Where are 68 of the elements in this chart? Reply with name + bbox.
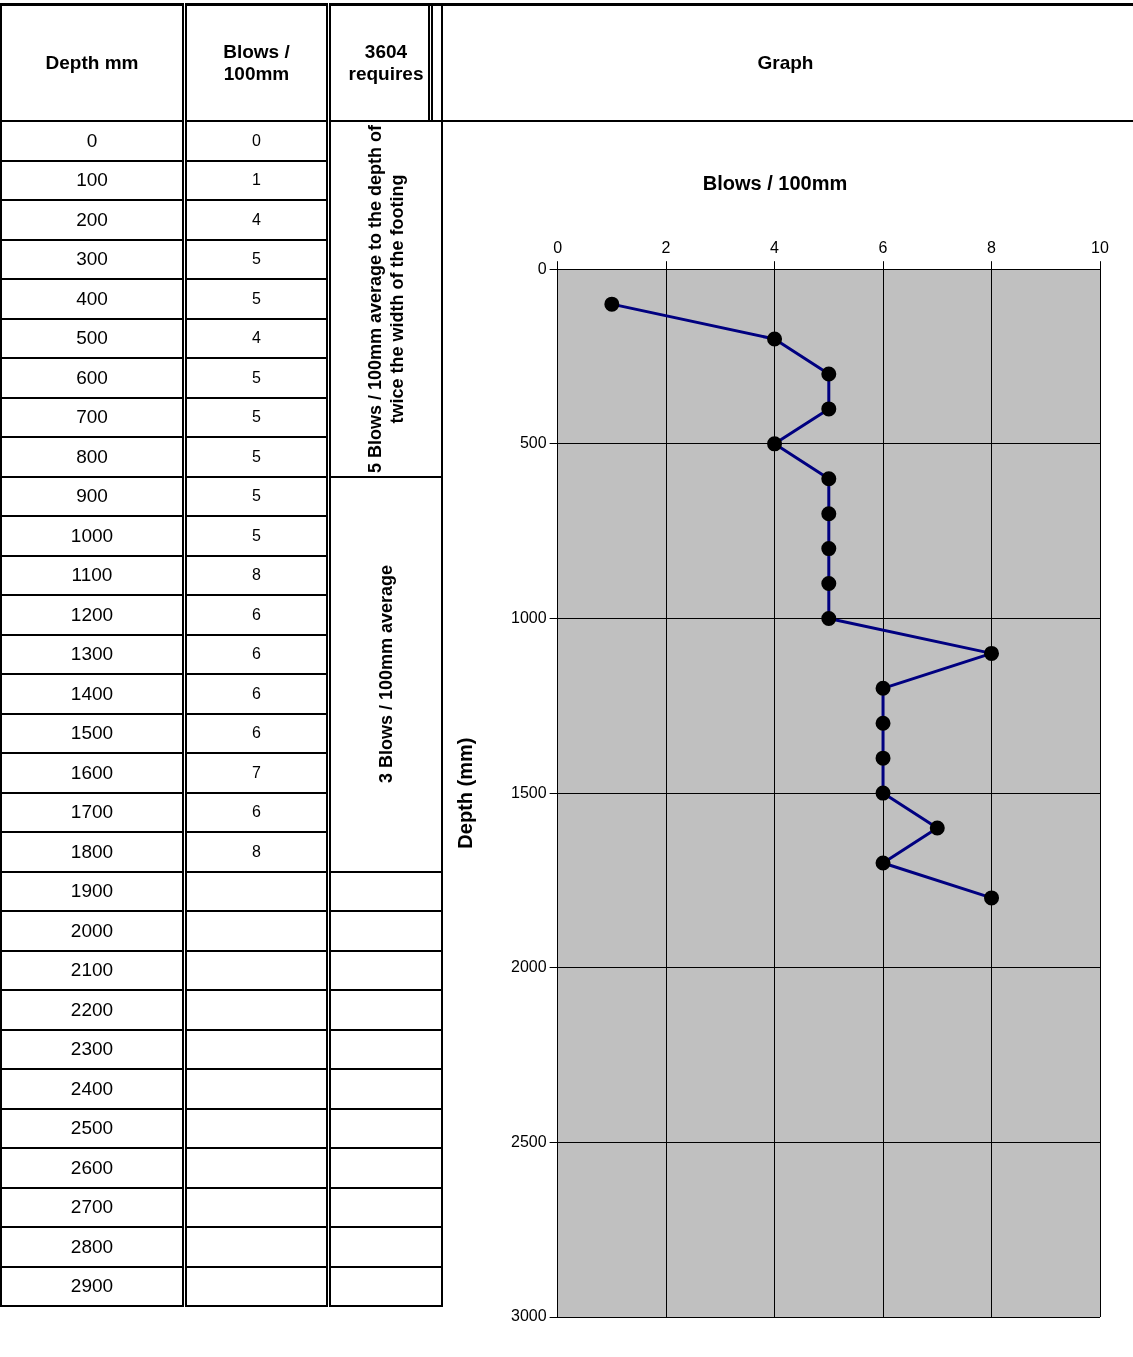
y-tick-label: 1300 <box>1 634 185 674</box>
y-tick-label: 800 <box>1 437 185 477</box>
y-tick-label: 2000 <box>1 911 185 951</box>
y-tick-label: 100 <box>1 160 185 200</box>
y-tick-label: 3000 <box>511 1307 547 1325</box>
text: Graph <box>428 3 1133 122</box>
x-tick-label: 4 <box>770 239 780 257</box>
y-tick-label: 300 <box>1 239 185 279</box>
data-label: 6 <box>184 634 329 674</box>
text: 3 Blows / 100mm average <box>375 563 397 786</box>
y-tick-label: 1000 <box>511 608 547 626</box>
y-tick-label: 1500 <box>1 713 185 753</box>
data-label: 5 <box>184 476 329 516</box>
y-tick-label: 2500 <box>1 1108 185 1148</box>
y-tick-label: 1100 <box>1 555 185 595</box>
y-tick-label: 500 <box>519 434 547 452</box>
data-label: 5 <box>184 516 329 556</box>
y-tick-label: 700 <box>1 397 185 437</box>
x-tick-label: 2 <box>661 239 671 257</box>
x-tick-label: 8 <box>987 239 997 257</box>
y-tick-label: 1700 <box>1 792 185 832</box>
data-label: 5 <box>184 239 329 279</box>
y-tick-label: 1500 <box>511 783 547 801</box>
data-label: 5 <box>184 397 329 437</box>
y-tick-label: 0 <box>537 259 547 277</box>
chart-title: Blows / 100mm <box>702 171 848 194</box>
y-axis-title: Depth mm <box>1 4 185 121</box>
data-label: 6 <box>184 674 329 714</box>
y-tick-label: 2700 <box>1 1187 185 1227</box>
y-tick-label: 1200 <box>1 595 185 635</box>
y-tick-label: 2500 <box>511 1132 547 1150</box>
y-tick-label: 900 <box>1 476 185 516</box>
y-tick-label: 200 <box>1 200 185 240</box>
data-label: 7 <box>184 753 329 793</box>
data-label: 1 <box>184 160 329 200</box>
y-tick-label: 2100 <box>1 950 185 990</box>
y-tick-label: 500 <box>1 318 185 358</box>
text: 3604 requires <box>328 4 442 121</box>
y-tick-label: 2600 <box>1 1148 185 1188</box>
y-tick-label: 2300 <box>1 1029 185 1069</box>
y-tick-label: 2800 <box>1 1227 185 1267</box>
x-tick-label: 6 <box>878 239 888 257</box>
y-tick-label: 400 <box>1 279 185 319</box>
y-tick-label: 2400 <box>1 1069 185 1109</box>
y-tick-label: 0 <box>1 121 185 161</box>
data-label: 5 <box>184 279 329 319</box>
text: 5 Blows / 100mm average to the depth of twice the width of the footing <box>364 123 408 475</box>
y-tick-label: 1900 <box>1 871 185 911</box>
x-tick-label: 10 <box>1091 239 1109 257</box>
y-tick-label: 2000 <box>511 958 547 976</box>
y-tick-label: 2200 <box>1 990 185 1030</box>
data-label: 6 <box>184 792 329 832</box>
y-tick-label: 2900 <box>1 1266 185 1306</box>
data-label: 4 <box>184 318 329 358</box>
data-label: 0 <box>184 121 329 161</box>
y-tick-label: 1800 <box>1 832 185 872</box>
x-tick-label: 0 <box>553 239 563 257</box>
data-label: 5 <box>184 437 329 477</box>
data-label: 6 <box>184 595 329 635</box>
y-tick-label: 1400 <box>1 674 185 714</box>
data-label: 5 <box>184 358 329 398</box>
data-label: 8 <box>184 555 329 595</box>
y-axis-title: Depth (mm) <box>453 737 476 849</box>
data-label: 8 <box>184 832 329 872</box>
y-tick-label: 600 <box>1 358 185 398</box>
y-tick-label: 1000 <box>1 516 185 556</box>
data-label: 6 <box>184 713 329 753</box>
y-tick-label: 1600 <box>1 753 185 793</box>
